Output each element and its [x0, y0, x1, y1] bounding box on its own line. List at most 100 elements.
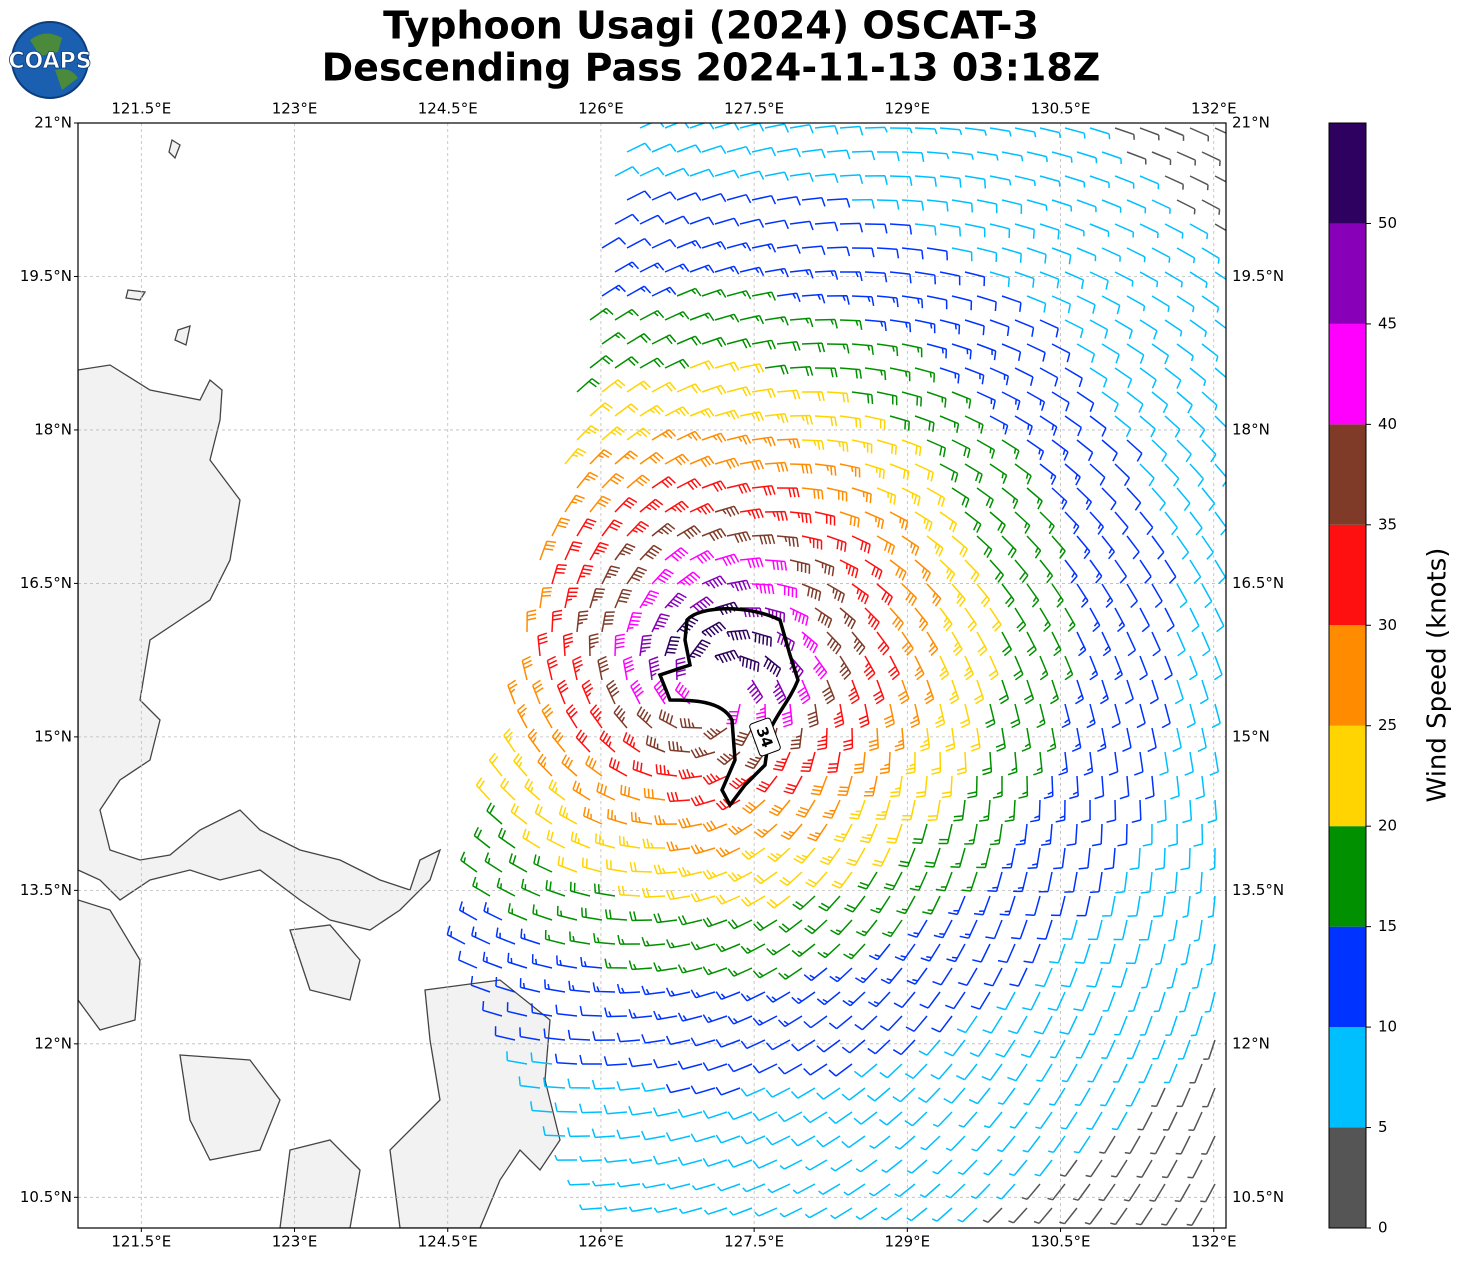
wind-barb: [1176, 295, 1195, 313]
wind-barb: [1164, 463, 1180, 487]
wind-barb: [626, 237, 652, 249]
wind-barb: [570, 831, 591, 849]
wind-barb: [589, 355, 614, 369]
wind-barb: [1209, 847, 1216, 871]
wind-barb: [690, 844, 716, 855]
wind-barb: [626, 142, 652, 153]
wind-barb: [589, 449, 613, 465]
wind-barb: [1064, 607, 1076, 633]
wind-barb: [1051, 439, 1069, 461]
wind-barb: [643, 788, 666, 801]
wind-barb: [1207, 799, 1218, 824]
wind-barb: [1049, 943, 1066, 964]
wind-barb: [1204, 991, 1216, 1013]
wind-barb: [739, 266, 765, 277]
wind-barb: [776, 389, 801, 400]
wind-barb: [1048, 1135, 1066, 1154]
wind-barb: [1076, 631, 1087, 657]
wind-barb: [564, 447, 587, 465]
wind-barb: [957, 967, 978, 987]
wind-barb: [1114, 367, 1133, 389]
wind-barb: [901, 151, 925, 163]
wind-barb: [510, 803, 528, 825]
wind-barb: [790, 1087, 816, 1099]
wind-barb: [567, 1029, 591, 1041]
wind-barb: [817, 943, 841, 959]
wind-barb: [564, 541, 583, 561]
wind-barb: [1034, 1159, 1053, 1177]
wind-barb: [472, 876, 491, 897]
wind-barb: [651, 191, 677, 201]
wind-barb: [1102, 991, 1116, 1012]
wind-barb: [1176, 247, 1196, 264]
wind-barb: [839, 463, 861, 478]
wind-barb: [665, 1132, 691, 1142]
wind-barb: [789, 317, 814, 328]
wind-barb: [826, 583, 846, 604]
wind-barb: [1023, 679, 1035, 705]
wind-barb: [802, 1111, 828, 1124]
wind-barb: [651, 334, 677, 345]
wind-barb: [639, 590, 660, 609]
wind-barb: [544, 979, 566, 993]
wind-barb: [803, 1015, 828, 1029]
y-tick-label: 15°N: [34, 727, 72, 745]
wind-barb: [964, 223, 986, 238]
wind-barb: [740, 1087, 766, 1097]
wind-barb: [1033, 751, 1043, 776]
wind-barb: [742, 799, 766, 814]
wind-barb: [945, 991, 966, 1010]
wind-barb: [648, 656, 660, 681]
wind-barb: [894, 1183, 916, 1198]
wind-barb: [575, 729, 591, 753]
wind-barb: [1064, 463, 1081, 486]
wind-barb: [826, 343, 850, 354]
wind-barb: [1201, 631, 1211, 657]
wind-barb: [751, 194, 777, 205]
wind-barb: [829, 967, 853, 983]
wind-barb: [801, 535, 823, 550]
wind-barb: [1187, 1159, 1203, 1179]
wind-barb: [668, 740, 691, 753]
wind-barb: [618, 835, 641, 849]
wind-barb: [1128, 991, 1141, 1012]
wind-barb: [830, 919, 853, 936]
wind-barb: [689, 407, 715, 419]
wind-barb: [1086, 703, 1096, 729]
wind-barb: [702, 917, 728, 928]
wind-barb: [765, 1087, 791, 1098]
wind-barb: [582, 806, 603, 825]
wind-barb: [739, 123, 765, 132]
wind-barb: [727, 1015, 753, 1025]
wind-barb: [1039, 415, 1058, 436]
wind-barb: [628, 1158, 653, 1164]
wind-barb: [996, 1135, 1016, 1153]
wind-barb: [989, 367, 1010, 386]
wind-barb: [976, 199, 998, 214]
wind-barb: [714, 505, 740, 517]
wind-barb: [1064, 559, 1078, 584]
wind-barb: [1001, 199, 1023, 214]
wind-barb: [814, 463, 837, 476]
wind-barb: [1008, 1159, 1028, 1177]
wind-barb: [739, 508, 764, 520]
wind-barb: [1101, 343, 1120, 364]
wind-barb: [522, 828, 541, 849]
wind-barb: [739, 411, 765, 422]
wind-barb: [1064, 511, 1080, 535]
wind-barb: [1089, 127, 1111, 140]
wind-barb: [807, 823, 828, 842]
wind-barb: [457, 950, 478, 969]
wind-barb: [830, 1159, 853, 1172]
wind-barb: [1136, 703, 1146, 729]
wind-barb: [976, 151, 999, 161]
wind-barb: [1064, 127, 1086, 139]
wind-barb: [926, 295, 948, 310]
wind-barb: [879, 1063, 903, 1079]
wind-barb: [983, 1159, 1003, 1176]
wind-barb: [1127, 895, 1141, 918]
wind-barb: [1061, 1063, 1078, 1083]
wind-barb: [741, 847, 766, 860]
wind-barb: [1214, 367, 1226, 379]
wind-barb: [821, 679, 836, 705]
